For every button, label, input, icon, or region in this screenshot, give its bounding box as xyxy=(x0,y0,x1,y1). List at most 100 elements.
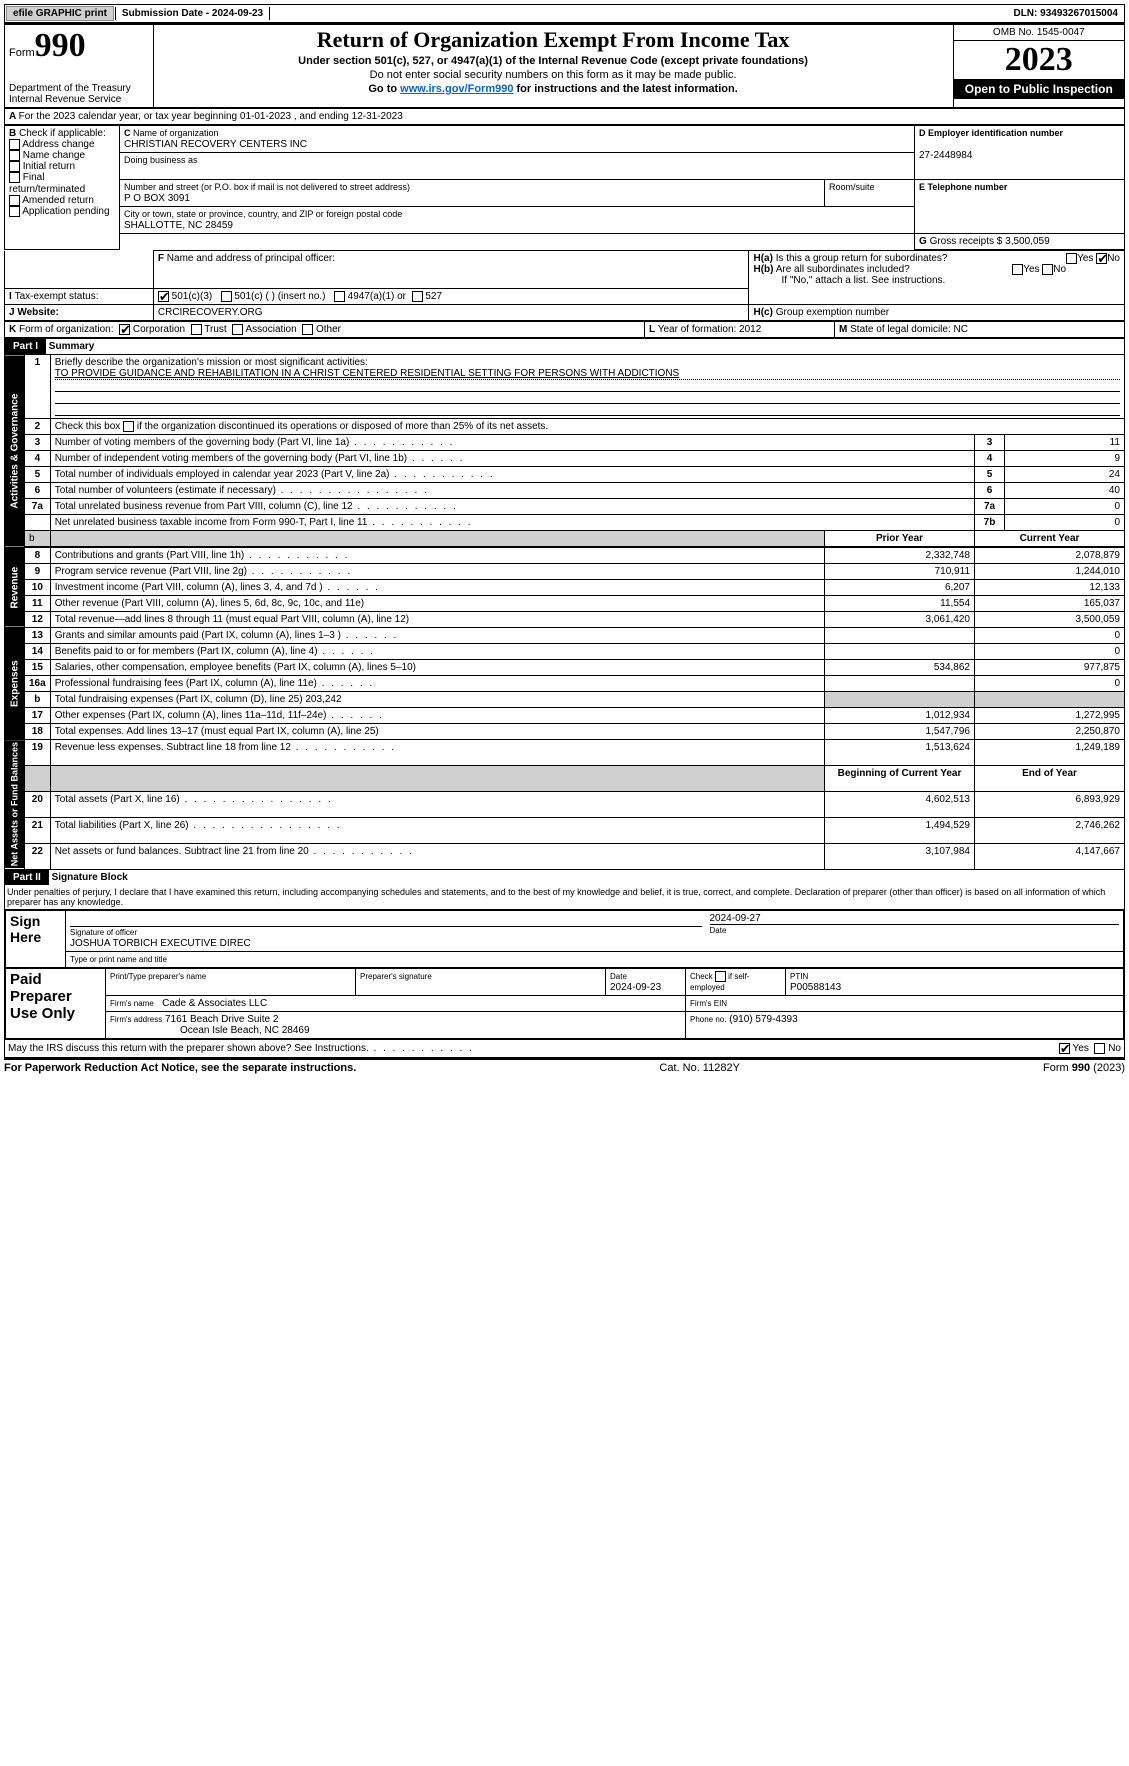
officer-name: JOSHUA TORBICH EXECUTIVE DIREC xyxy=(70,938,251,949)
chk-trust[interactable] xyxy=(191,324,202,335)
phone: (910) 579-4393 xyxy=(729,1014,797,1025)
chk-ha-no[interactable] xyxy=(1096,253,1107,264)
efile-print-button[interactable]: efile GRAPHIC print xyxy=(6,6,114,21)
ec19: 1,249,189 xyxy=(975,740,1125,766)
chk-amended[interactable] xyxy=(9,195,20,206)
t6: Total number of volunteers (estimate if … xyxy=(55,485,429,496)
subtitle-1: Under section 501(c), 527, or 4947(a)(1)… xyxy=(158,55,949,67)
nn22: 22 xyxy=(25,843,51,869)
firm-ein-lbl: Firm's EIN xyxy=(690,999,727,1008)
chk-hb-no[interactable] xyxy=(1042,264,1053,275)
c-name-label: Name of organization xyxy=(133,128,219,138)
rn8: 8 xyxy=(25,547,51,564)
footer-right: Form 990 (2023) xyxy=(1043,1062,1125,1074)
paid-preparer: Paid Preparer Use Only xyxy=(6,968,106,1038)
ha-text: Is this a group return for subordinates? xyxy=(776,253,948,264)
chk-527[interactable] xyxy=(412,291,423,302)
et16b: Total fundraising expenses (Part IX, col… xyxy=(55,694,342,705)
prep-date: 2024-09-23 xyxy=(610,982,661,993)
rt8: Contributions and grants (Part VIII, lin… xyxy=(55,550,350,561)
chk-501c3[interactable] xyxy=(158,291,169,302)
chk-discuss-yes[interactable] xyxy=(1059,1043,1070,1054)
chk-ha-yes[interactable] xyxy=(1066,253,1077,264)
efile-topbar: efile GRAPHIC print Submission Date - 20… xyxy=(4,4,1125,24)
chk-initial[interactable] xyxy=(9,161,20,172)
form-word: Form xyxy=(9,47,35,59)
chk-501c[interactable] xyxy=(221,291,232,302)
room-label: Room/suite xyxy=(829,182,875,192)
ep16b xyxy=(825,692,975,708)
opt-527: 527 xyxy=(425,291,442,302)
fr2: 990 xyxy=(1072,1062,1090,1074)
sign-here: Sign Here xyxy=(6,910,66,967)
date-lbl: Date xyxy=(710,926,727,935)
may-irs: May the IRS discuss this return with the… xyxy=(8,1043,474,1054)
irs-link[interactable]: www.irs.gov/Form990 xyxy=(400,83,513,95)
discuss-no: No xyxy=(1108,1043,1121,1054)
addr-label: Number and street (or P.O. box if mail i… xyxy=(124,182,410,192)
en17: 17 xyxy=(25,708,51,724)
rp11: 11,554 xyxy=(825,596,975,612)
ep18: 1,547,796 xyxy=(825,724,975,740)
nt21: Total liabilities (Part X, line 26) xyxy=(55,820,342,831)
chk-self-emp[interactable] xyxy=(715,971,726,982)
ec17: 1,272,995 xyxy=(975,708,1125,724)
city-state-zip: SHALLOTTE, NC 28459 xyxy=(124,220,233,231)
chk-final[interactable] xyxy=(9,172,20,183)
et19: Revenue less expenses. Subtract line 18 … xyxy=(55,742,396,753)
rn9: 9 xyxy=(25,564,51,580)
d-label: D Employer identification number xyxy=(919,128,1063,138)
rp10: 6,207 xyxy=(825,580,975,596)
vlabel-net: Net Assets or Fund Balances xyxy=(5,740,25,869)
b5: 5 xyxy=(975,467,1005,483)
ptin: P00588143 xyxy=(790,982,841,993)
part-ii-hdr: Part II xyxy=(5,870,49,885)
np22: 3,107,984 xyxy=(825,843,975,869)
b6: 6 xyxy=(975,483,1005,499)
form-number: 990 xyxy=(35,27,86,64)
chk-4947[interactable] xyxy=(334,291,345,302)
b7a: 7a xyxy=(975,499,1005,515)
prep-date-lbl: Date xyxy=(610,972,627,981)
rp12: 3,061,420 xyxy=(825,612,975,628)
chk-other[interactable] xyxy=(302,324,313,335)
hb-note: If "No," attach a list. See instructions… xyxy=(753,275,945,286)
open-inspection: Open to Public Inspection xyxy=(954,79,1124,99)
ep17: 1,012,934 xyxy=(825,708,975,724)
dba-label: Doing business as xyxy=(124,155,198,165)
rn12: 12 xyxy=(25,612,51,628)
t7a: Total unrelated business revenue from Pa… xyxy=(55,501,458,512)
chk-discuss-no[interactable] xyxy=(1094,1043,1105,1054)
v4: 9 xyxy=(1005,451,1125,467)
footer-left: For Paperwork Reduction Act Notice, see … xyxy=(4,1062,356,1074)
v7a: 0 xyxy=(1005,499,1125,515)
en13: 13 xyxy=(25,628,51,644)
n6: 6 xyxy=(25,483,51,499)
preparer-block: Paid Preparer Use Only Print/Type prepar… xyxy=(5,968,1124,1039)
t4: Number of independent voting members of … xyxy=(55,453,465,464)
chk-address-change[interactable] xyxy=(9,139,20,150)
en19: 19 xyxy=(25,740,51,766)
rn10: 10 xyxy=(25,580,51,596)
chk-assoc[interactable] xyxy=(232,324,243,335)
chk-hb-yes[interactable] xyxy=(1012,264,1023,275)
chk-corp[interactable] xyxy=(119,324,130,335)
city-label: City or town, state or province, country… xyxy=(124,209,402,219)
chk-pending[interactable] xyxy=(9,206,20,217)
subtitle-2: Do not enter social security numbers on … xyxy=(158,69,949,81)
gross-receipts: 3,500,059 xyxy=(1005,236,1050,247)
entity-block: B Check if applicable: Address change Na… xyxy=(4,125,1125,250)
l-year: Year of formation: 2012 xyxy=(658,324,762,335)
et16a: Professional fundraising fees (Part IX, … xyxy=(55,678,375,689)
rc8: 2,078,879 xyxy=(975,547,1125,564)
omb-number: OMB No. 1545-0047 xyxy=(954,25,1124,41)
l1-label: Briefly describe the organization's miss… xyxy=(55,357,368,368)
chk-name-change[interactable] xyxy=(9,150,20,161)
ec13: 0 xyxy=(975,628,1125,644)
m-state: State of legal domicile: NC xyxy=(850,324,968,335)
chk-discontinued[interactable] xyxy=(123,421,134,432)
nc22: 4,147,667 xyxy=(975,843,1125,869)
calendar-year-line: For the 2023 calendar year, or tax year … xyxy=(19,111,403,122)
nt20: Total assets (Part X, line 16) xyxy=(55,794,333,805)
sig-officer-lbl: Signature of officer xyxy=(70,928,137,937)
